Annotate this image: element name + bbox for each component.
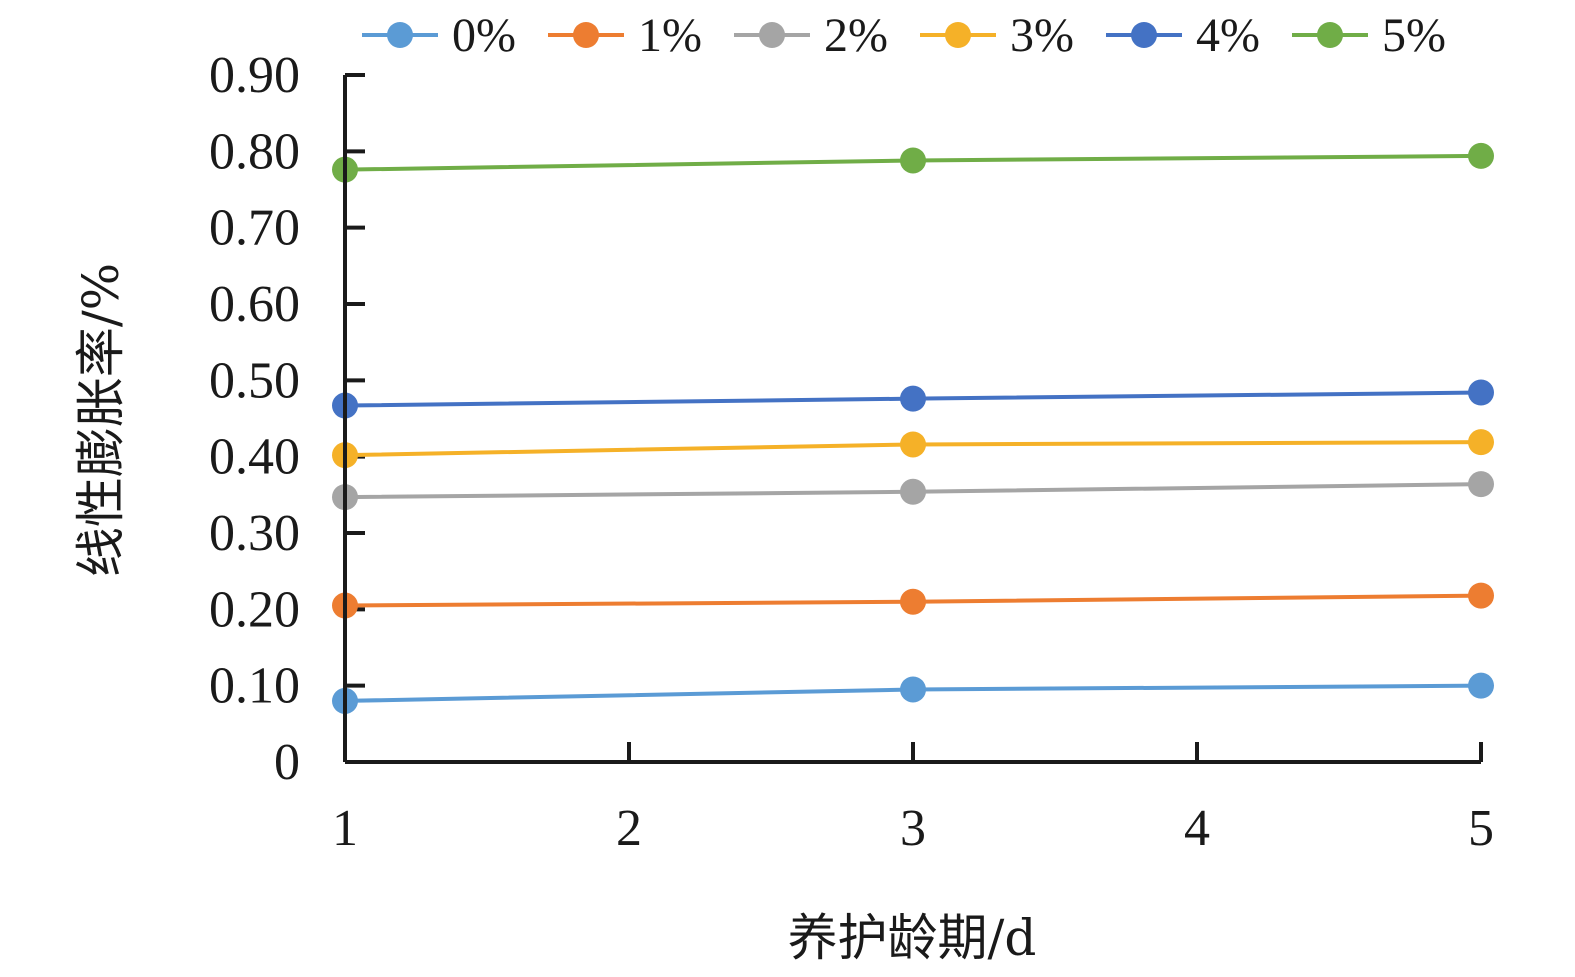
series-layer [332,142,1494,714]
series-5 [332,142,1494,183]
legend-item: 5% [1292,9,1446,62]
series-1 [332,582,1494,619]
y-tick-label: 0.40 [209,429,300,486]
y-tick-label: 0.60 [209,276,300,333]
data-point [1468,582,1494,609]
data-point [900,385,926,412]
series-3 [332,429,1494,469]
data-point [1468,672,1494,699]
y-tick-label: 0.90 [209,47,300,104]
legend-item: 3% [920,9,1074,62]
legend-marker [945,22,971,48]
legend-marker [759,22,785,48]
x-tick-label: 2 [616,800,642,857]
legend-item: 2% [734,9,888,62]
data-point [900,431,926,458]
legend-item: 4% [1106,9,1260,62]
y-tick-label: 0.30 [209,505,300,562]
y-axis-title: 线性膨胀率/% [72,263,130,577]
legend-item: 1% [548,9,702,62]
y-tick-label: 0.70 [209,200,300,257]
series-2 [332,471,1494,511]
legend-item: 0% [362,9,516,62]
y-tick-label: 0.20 [209,581,300,638]
legend-label: 2% [824,9,888,62]
legend-label: 3% [1010,9,1074,62]
data-point [900,478,926,505]
y-tick-label: 0 [274,734,300,791]
legend-marker [1131,22,1157,48]
data-point [1468,429,1494,456]
y-tick-label: 0.10 [209,658,300,715]
legend-label: 4% [1196,9,1260,62]
y-tick-label: 0.50 [209,352,300,409]
data-point [1468,379,1494,406]
x-tick-label: 1 [332,800,358,857]
x-tick-label: 3 [900,800,926,857]
data-point [900,676,926,703]
x-axis-title: 养护龄期/d [788,909,1037,967]
data-point [900,588,926,615]
y-tick-label: 0.80 [209,123,300,180]
legend-label: 1% [638,9,702,62]
x-tick-label: 4 [1184,800,1210,857]
x-tick-label: 5 [1468,800,1494,857]
legend-label: 0% [452,9,516,62]
legend: 0% 1% 2% 3% 4% 5% [362,9,1446,62]
data-point [900,147,926,174]
series-4 [332,379,1494,419]
series-0 [332,672,1494,714]
legend-marker [573,22,599,48]
legend-marker [1317,22,1343,48]
data-point [1468,142,1494,169]
data-point [1468,471,1494,498]
x-axis-ticks: 1 2 3 4 5 [332,742,1494,857]
legend-label: 5% [1382,9,1446,62]
legend-marker [387,22,413,48]
